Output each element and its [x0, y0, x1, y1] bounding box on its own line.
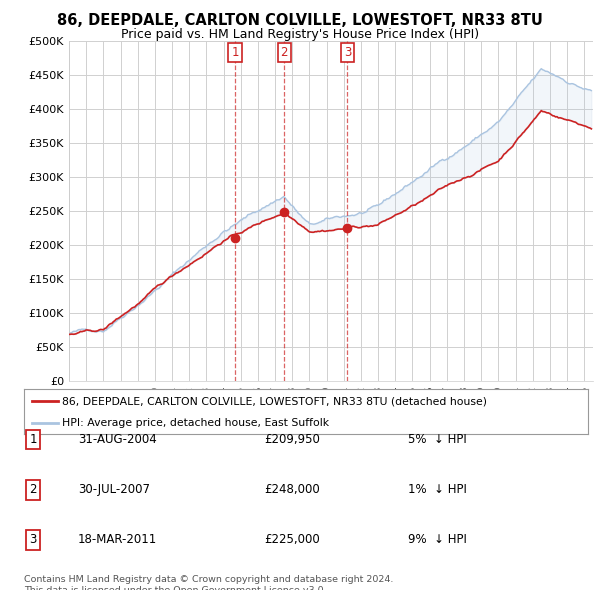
Text: 86, DEEPDALE, CARLTON COLVILLE, LOWESTOFT, NR33 8TU (detached house): 86, DEEPDALE, CARLTON COLVILLE, LOWESTOF…	[62, 396, 487, 407]
Text: Price paid vs. HM Land Registry's House Price Index (HPI): Price paid vs. HM Land Registry's House …	[121, 28, 479, 41]
Text: 86, DEEPDALE, CARLTON COLVILLE, LOWESTOFT, NR33 8TU: 86, DEEPDALE, CARLTON COLVILLE, LOWESTOF…	[57, 13, 543, 28]
Text: £225,000: £225,000	[264, 533, 320, 546]
Text: 2: 2	[281, 47, 288, 60]
Text: 1: 1	[29, 433, 37, 446]
Text: 1: 1	[232, 47, 239, 60]
Text: 5%  ↓ HPI: 5% ↓ HPI	[408, 433, 467, 446]
Text: 3: 3	[29, 533, 37, 546]
Text: 18-MAR-2011: 18-MAR-2011	[78, 533, 157, 546]
Text: HPI: Average price, detached house, East Suffolk: HPI: Average price, detached house, East…	[62, 418, 329, 428]
Text: 31-AUG-2004: 31-AUG-2004	[78, 433, 157, 446]
Text: 3: 3	[344, 47, 351, 60]
Text: 30-JUL-2007: 30-JUL-2007	[78, 483, 150, 496]
Text: £248,000: £248,000	[264, 483, 320, 496]
Text: Contains HM Land Registry data © Crown copyright and database right 2024.
This d: Contains HM Land Registry data © Crown c…	[24, 575, 394, 590]
Text: 2: 2	[29, 483, 37, 496]
Text: 1%  ↓ HPI: 1% ↓ HPI	[408, 483, 467, 496]
Text: 9%  ↓ HPI: 9% ↓ HPI	[408, 533, 467, 546]
Text: £209,950: £209,950	[264, 433, 320, 446]
